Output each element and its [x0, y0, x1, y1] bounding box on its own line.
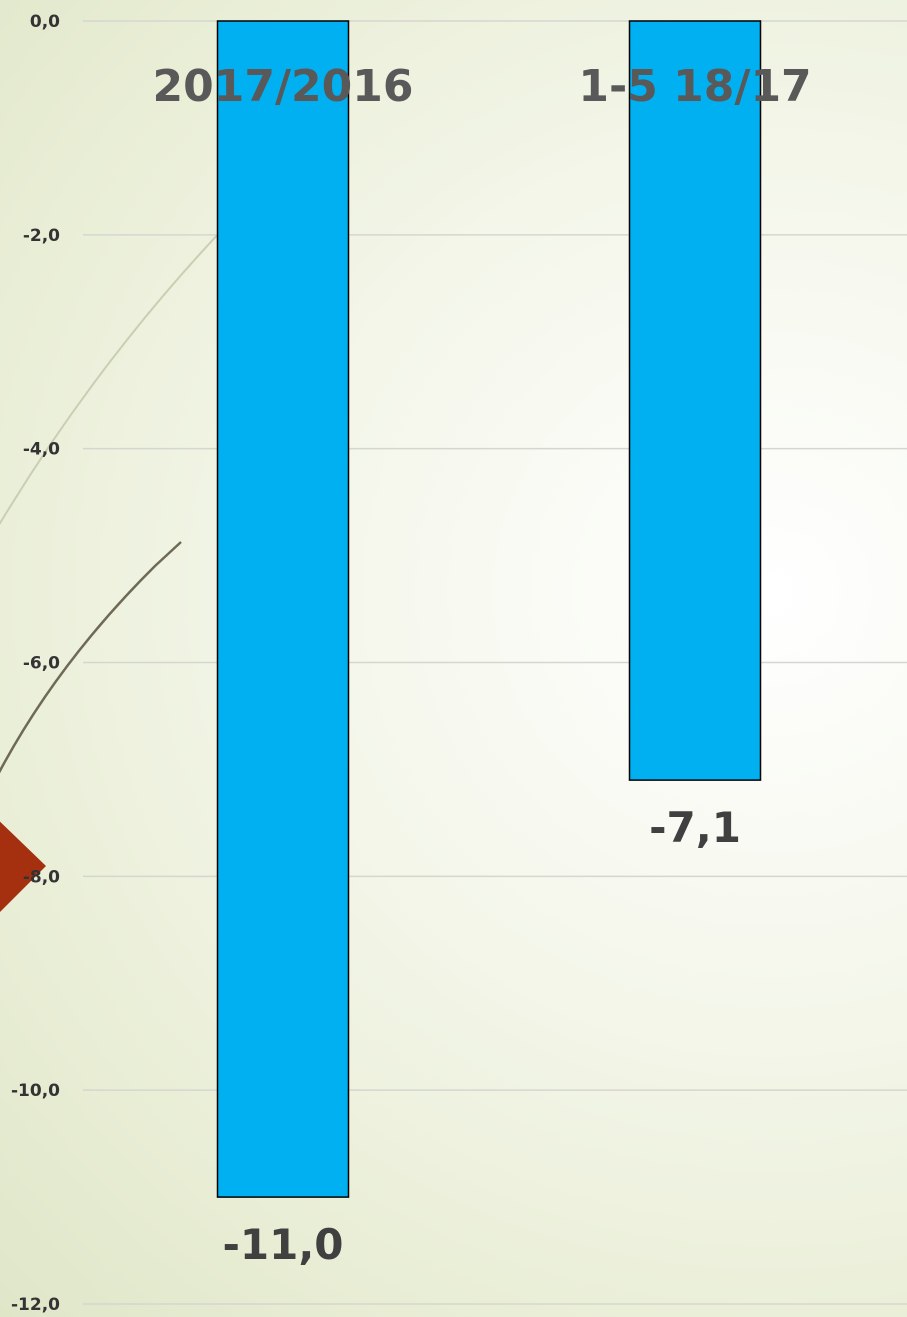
y-tick-label: -6,0 [23, 654, 60, 674]
y-axis-tick-labels: 0,0 -2,0 -4,0 -6,0 -8,0 -10,0 -12,0 [11, 12, 60, 1315]
category-labels: 2017/2016 1-5 18/17 [153, 61, 812, 112]
category-label-2: 1-5 18/17 [578, 61, 811, 112]
y-tick-label: -8,0 [23, 867, 60, 887]
data-label-1: -11,0 [222, 1220, 343, 1269]
bar-2 [628, 20, 762, 781]
decor-diamond [0, 821, 46, 912]
decor-arc-light [0, 229, 223, 526]
gridlines [83, 20, 907, 1305]
data-labels: -11,0 -7,1 [222, 803, 740, 1269]
y-tick-label: -10,0 [11, 1081, 60, 1101]
y-tick-label: -4,0 [23, 440, 60, 460]
data-label-2: -7,1 [649, 803, 741, 852]
category-label-1: 2017/2016 [153, 61, 414, 112]
y-tick-label: -2,0 [23, 226, 60, 246]
y-tick-label: 0,0 [30, 12, 60, 32]
bars [216, 20, 762, 1198]
y-tick-label: -12,0 [11, 1295, 60, 1315]
decor-arc-dark [0, 541, 182, 774]
background-decoration [0, 229, 223, 912]
bar-1 [216, 20, 350, 1198]
